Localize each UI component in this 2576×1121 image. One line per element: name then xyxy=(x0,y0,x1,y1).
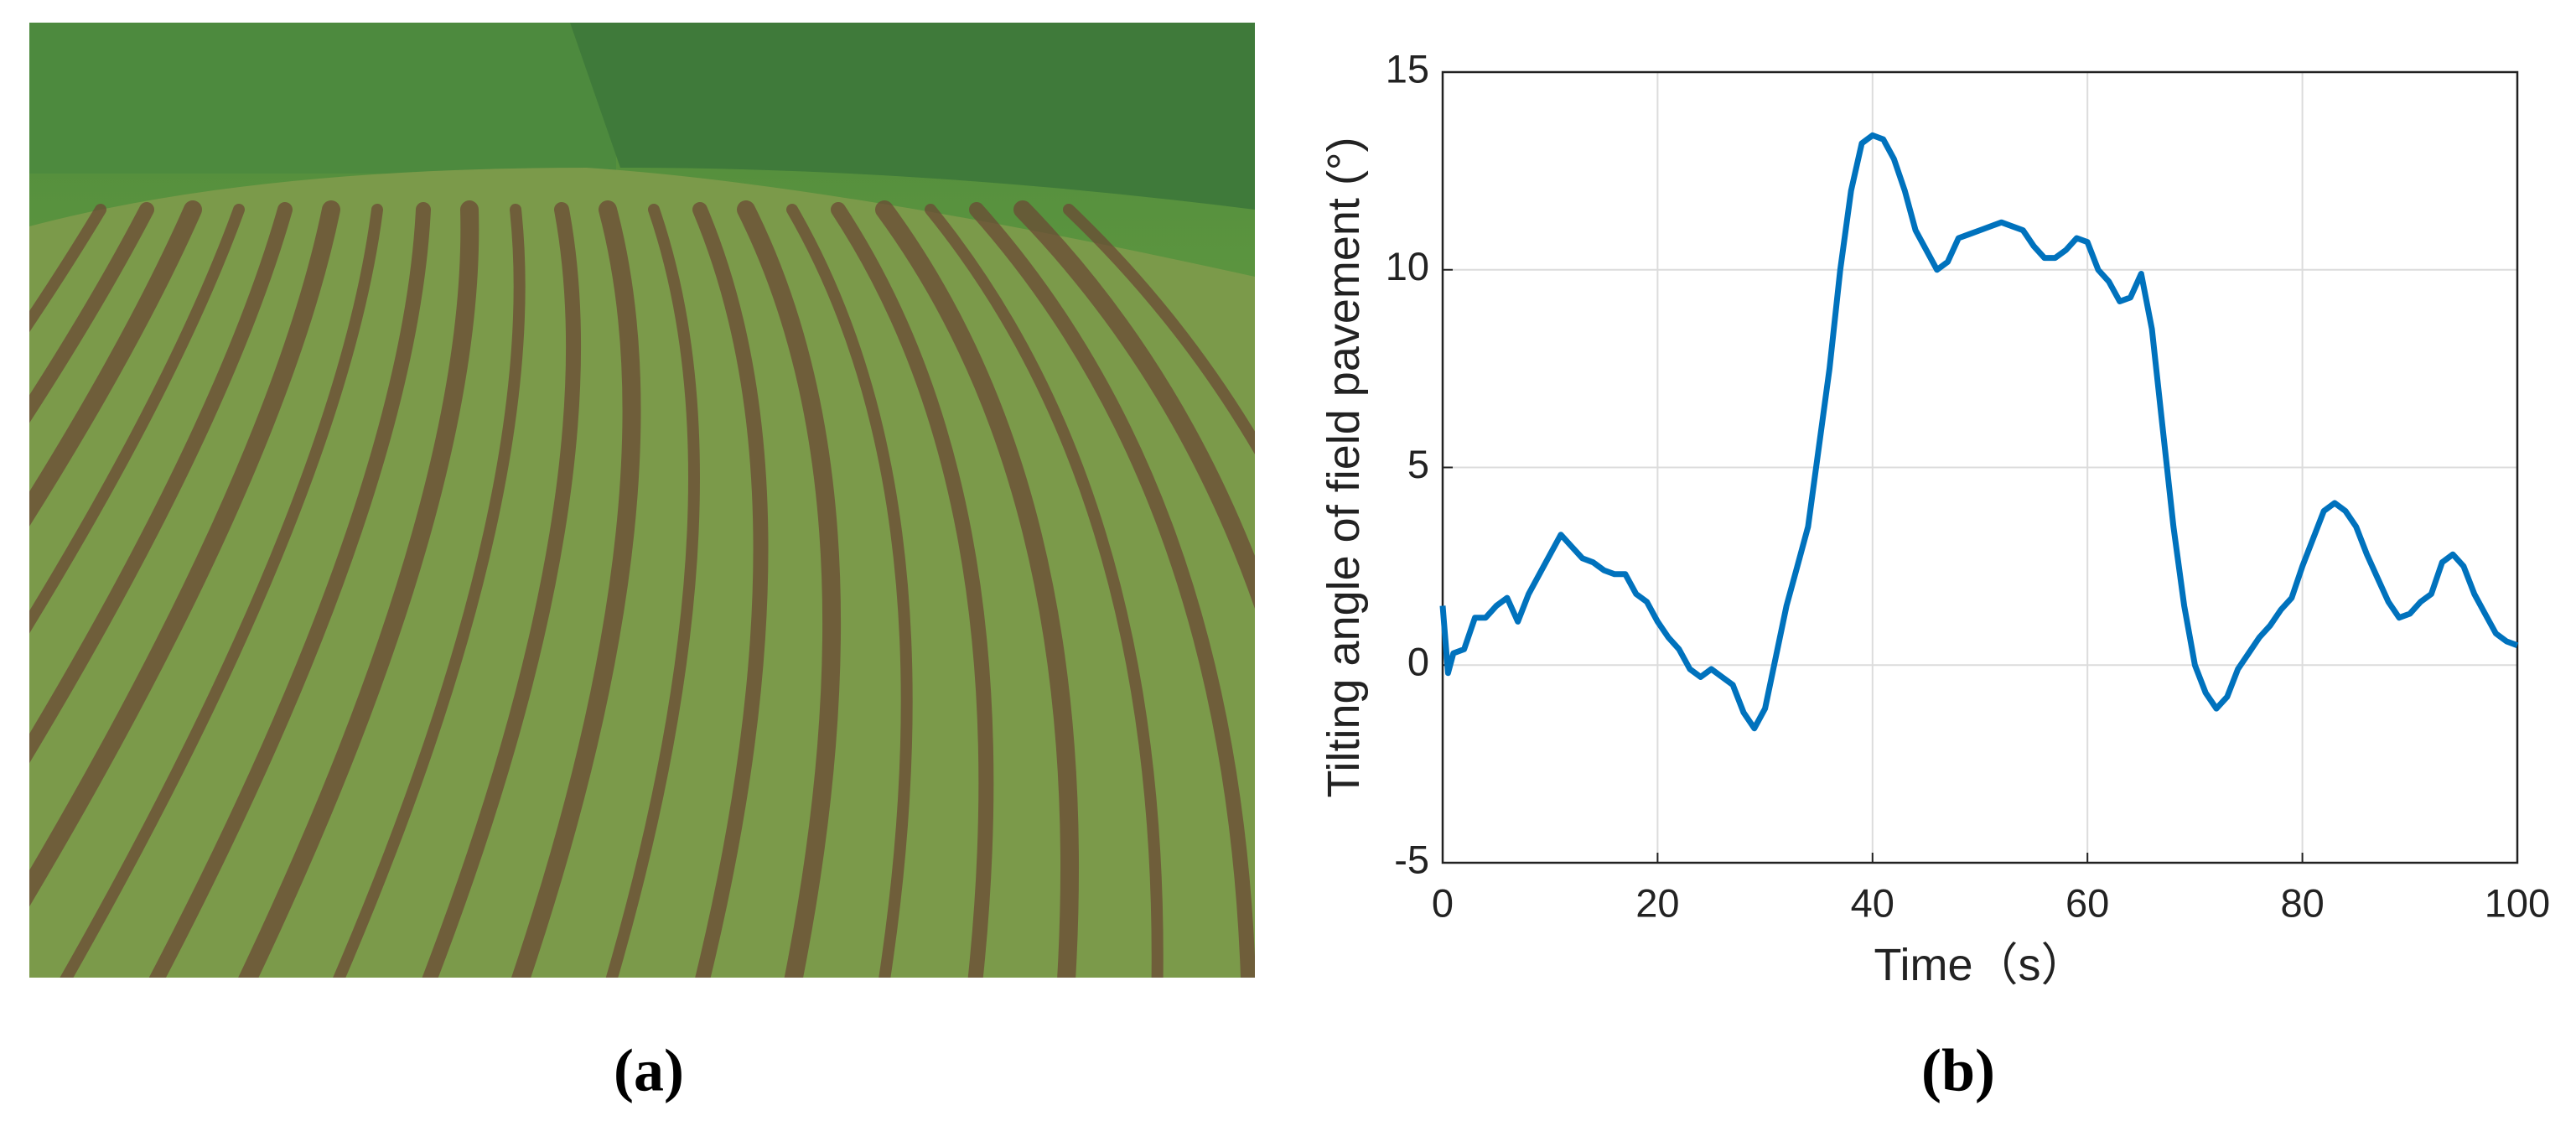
furrow xyxy=(29,202,293,764)
furrow xyxy=(511,200,641,978)
furrow xyxy=(29,204,245,634)
y-axis-label: Tilting angle of field pavement (°) xyxy=(1319,138,1369,798)
furrow xyxy=(969,202,1255,978)
furrow xyxy=(29,204,106,333)
furrow xyxy=(60,204,383,978)
furrow xyxy=(333,204,526,978)
furrow xyxy=(692,202,769,978)
furrow xyxy=(786,204,913,978)
x-axis-label: Time（s） xyxy=(1874,940,2086,990)
photo xyxy=(29,23,1255,978)
furrow xyxy=(1013,200,1255,610)
panel-label: (b) xyxy=(1921,1037,1995,1104)
x-tick-label: 20 xyxy=(1635,880,1679,925)
y-tick-label: 15 xyxy=(1386,46,1429,91)
furrow xyxy=(605,204,700,978)
y-tick-label: -5 xyxy=(1394,837,1429,881)
panel-label: (a) xyxy=(614,1037,684,1104)
axes-box xyxy=(1441,70,2519,864)
data-line xyxy=(1439,132,2519,732)
furrow xyxy=(831,202,994,978)
x-tick-label: 60 xyxy=(2065,880,2109,925)
y-tick-label: 0 xyxy=(1407,640,1429,684)
furrow xyxy=(29,200,202,527)
furrow xyxy=(875,200,1079,978)
furrow xyxy=(737,200,842,978)
furrow xyxy=(422,202,582,978)
y-tick-label: 10 xyxy=(1386,244,1429,288)
x-tick-label: 80 xyxy=(2280,880,2324,925)
furrow xyxy=(29,202,154,423)
x-tick-label: 100 xyxy=(2485,880,2550,925)
furrow xyxy=(238,200,479,978)
x-tick-label: 40 xyxy=(1851,880,1894,925)
furrow xyxy=(29,200,340,907)
y-tick-label: 5 xyxy=(1407,442,1429,486)
furrow xyxy=(925,204,1164,978)
furrow xyxy=(148,202,431,978)
x-tick-label: 0 xyxy=(1432,880,1454,925)
furrow xyxy=(1063,204,1255,455)
